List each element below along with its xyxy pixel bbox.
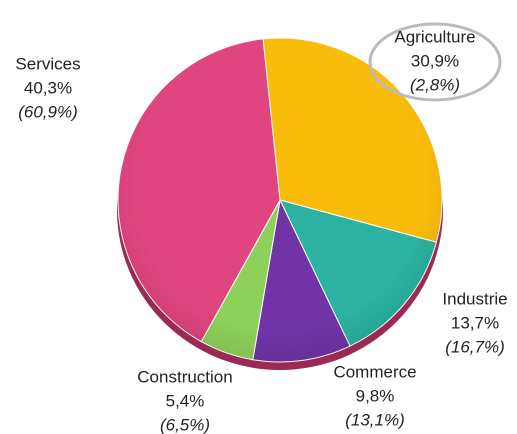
slice-label: Industrie xyxy=(442,289,507,308)
value-label: 40,3% xyxy=(24,78,72,97)
secondary-label: (13,1%) xyxy=(345,410,405,429)
value-label: 13,7% xyxy=(451,313,499,332)
value-label: 30,9% xyxy=(411,51,459,70)
slice-label: Services xyxy=(15,54,80,73)
secondary-label: (16,7%) xyxy=(445,337,505,356)
secondary-label: (6,5%) xyxy=(160,415,210,434)
pie-shade xyxy=(118,38,442,362)
slices xyxy=(117,37,443,363)
value-label: 5,4% xyxy=(166,391,205,410)
value-label: 9,8% xyxy=(356,386,395,405)
secondary-label: (60,9%) xyxy=(18,102,78,121)
highlight-ring xyxy=(368,22,502,102)
slice-label: Commerce xyxy=(333,362,416,381)
slice-label: Agriculture xyxy=(394,27,475,46)
slice-label: Construction xyxy=(137,367,232,386)
secondary-label: (2,8%) xyxy=(410,75,460,94)
